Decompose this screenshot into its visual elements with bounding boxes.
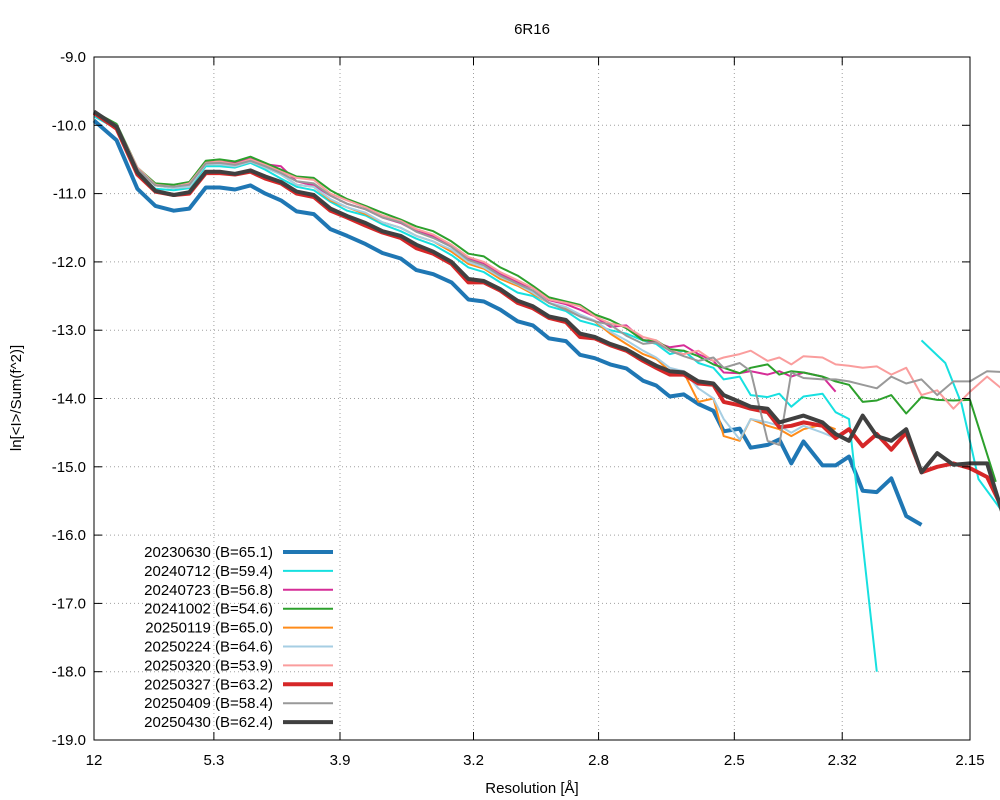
legend-label: 20241002 (B=54.6) (144, 601, 273, 618)
legend-label: 20250119 (B=65.0) (145, 620, 273, 637)
series-line (93, 110, 997, 483)
x-tick-label: 3.9 (330, 752, 351, 769)
legend-label: 20250320 (B=53.9) (144, 657, 273, 674)
legend-label: 20250327 (B=63.2) (144, 676, 273, 693)
chart-title: 6R16 (514, 21, 550, 38)
y-tick-label: -14.0 (52, 391, 86, 408)
x-tick-label: 5.3 (203, 752, 224, 769)
legend-label: 20240723 (B=56.8) (144, 582, 273, 599)
x-tick-label: 12 (86, 752, 103, 769)
x-tick-label: 2.5 (724, 752, 745, 769)
legend-label: 20240712 (B=59.4) (144, 563, 273, 580)
legend-label: 20250409 (B=58.4) (144, 695, 273, 712)
legend-label: 20250430 (B=62.4) (144, 714, 273, 731)
x-axis-label: Resolution [Å] (485, 780, 578, 797)
y-tick-label: -17.0 (52, 595, 86, 612)
y-tick-label: -10.0 (52, 117, 86, 134)
legend-label: 20230630 (B=65.1) (144, 544, 273, 561)
x-tick-label: 2.8 (588, 752, 609, 769)
legend: 20230630 (B=65.1) 20240712 (B=59.4) 202407… (144, 544, 333, 731)
series-line (920, 339, 1000, 511)
x-tick-label: 2.15 (955, 752, 984, 769)
y-axis-label: ln[<I>/Sum(f^2)] (8, 345, 25, 451)
series-line (93, 110, 1000, 410)
series-layer (92, 109, 1000, 672)
y-tick-label: -19.0 (52, 732, 86, 749)
legend-label: 20250224 (B=64.6) (144, 639, 273, 656)
y-tick-label: -9.0 (60, 49, 86, 66)
y-tick-label: -15.0 (52, 459, 86, 476)
x-tick-label: 3.2 (463, 752, 484, 769)
series-line (93, 111, 837, 393)
series-line (93, 112, 836, 441)
y-tick-label: -16.0 (52, 527, 86, 544)
series-line (93, 110, 1000, 446)
series-line (93, 115, 878, 672)
x-tick-label: 2.32 (828, 752, 857, 769)
series-line (92, 118, 923, 527)
y-tick-label: -12.0 (52, 254, 86, 271)
series-line (92, 109, 1000, 512)
y-tick-label: -11.0 (53, 186, 86, 203)
y-tick-label: -18.0 (52, 664, 86, 681)
y-tick-label: -13.0 (52, 322, 86, 339)
axis-ticks: -9.0 -10.0 -11.0 -12.0 -13.0 -14.0 -15.0 -16.0 -… (52, 49, 985, 769)
